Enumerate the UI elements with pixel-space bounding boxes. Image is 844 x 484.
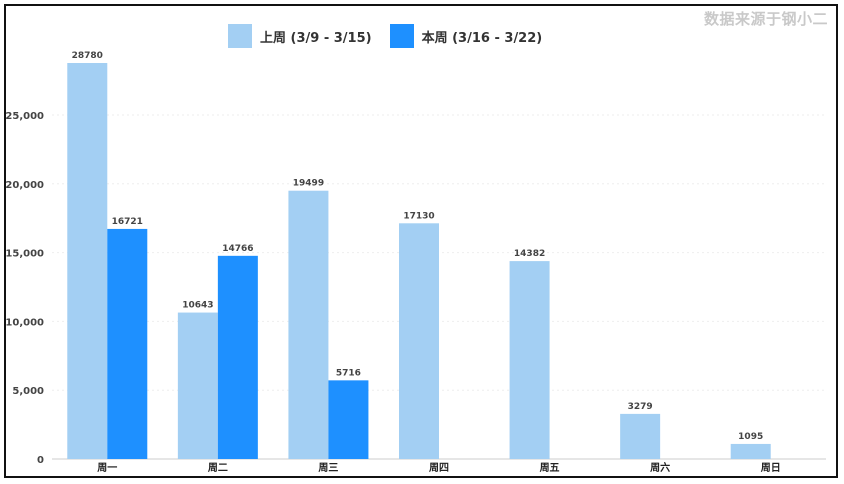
x-tick-label: 周一 xyxy=(97,462,117,474)
y-tick-label: 5,000 xyxy=(12,386,44,397)
y-tick-label: 15,000 xyxy=(5,249,44,260)
bar-last-week xyxy=(730,443,771,459)
bar-last-week xyxy=(177,312,218,459)
bar-this-week xyxy=(107,228,148,459)
x-tick-label: 周四 xyxy=(429,462,449,474)
y-tick-label: 0 xyxy=(37,455,44,466)
y-tick-label: 25,000 xyxy=(5,111,44,122)
legend-swatch-this-week xyxy=(389,24,414,48)
data-label: 5716 xyxy=(336,368,361,378)
y-tick-label: 10,000 xyxy=(5,317,44,328)
data-label: 19499 xyxy=(293,179,324,189)
bar-this-week xyxy=(217,255,258,459)
bar-last-week xyxy=(509,261,550,459)
legend-item-this-week[interactable]: 本周 (3/16 - 3/22) xyxy=(389,24,543,48)
data-label: 3279 xyxy=(628,402,653,412)
bar-last-week xyxy=(399,223,439,459)
y-tick-label: 20,000 xyxy=(5,180,44,191)
x-tick-label: 周六 xyxy=(650,461,670,474)
legend-label-this-week: 本周 (3/16 - 3/22) xyxy=(421,30,543,46)
bar-this-week xyxy=(328,380,369,459)
x-tick-label: 周二 xyxy=(208,462,228,474)
bar-last-week xyxy=(288,190,329,459)
x-tick-label: 周五 xyxy=(540,462,560,474)
legend-item-last-week[interactable]: 上周 (3/9 - 3/15) xyxy=(228,24,372,48)
legend-label-last-week: 上周 (3/9 - 3/15) xyxy=(260,30,372,46)
chart-legend: 上周 (3/9 - 3/15) 本周 (3/16 - 3/22) xyxy=(228,24,560,48)
x-tick-label: 周三 xyxy=(318,462,338,474)
data-label: 17130 xyxy=(403,211,434,221)
data-label: 28780 xyxy=(72,51,103,61)
data-label: 1095 xyxy=(738,432,763,442)
data-label: 10643 xyxy=(182,301,213,311)
bar-last-week xyxy=(620,413,661,459)
legend-swatch-last-week xyxy=(228,24,252,48)
data-label: 16721 xyxy=(112,217,143,227)
data-label: 14766 xyxy=(222,244,253,254)
data-source-watermark: 数据来源于钢小二 xyxy=(703,10,828,28)
x-tick-label: 周日 xyxy=(761,462,781,474)
data-label: 14382 xyxy=(514,249,545,259)
bar-last-week xyxy=(67,63,108,459)
